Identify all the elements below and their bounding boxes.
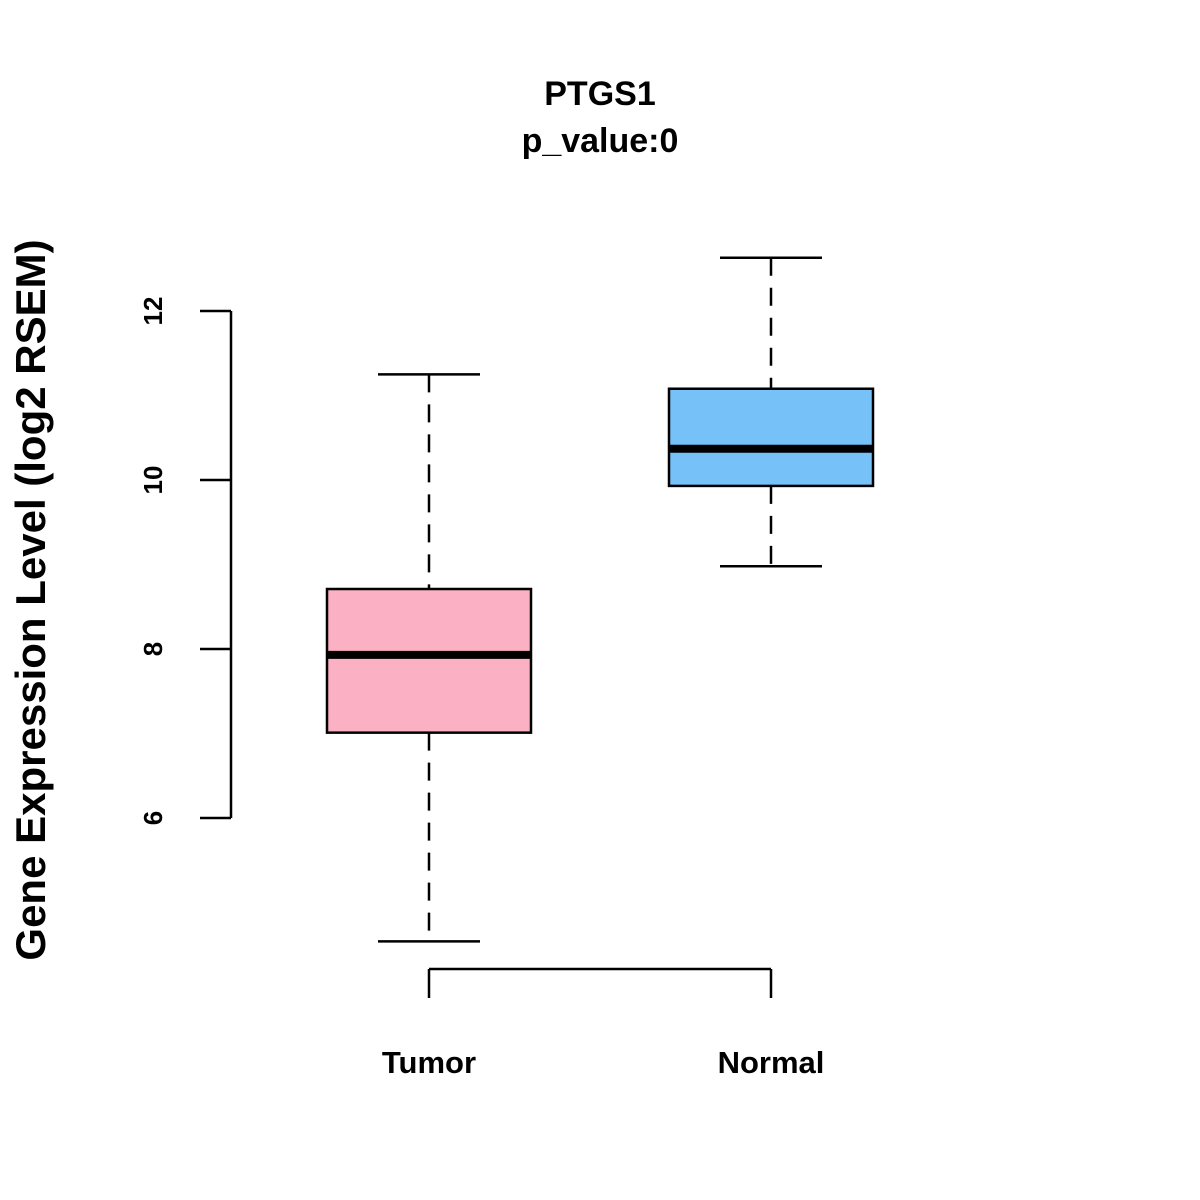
y-axis-label: Gene Expression Level (log2 RSEM) <box>7 239 54 960</box>
chart-subtitle: p_value:0 <box>522 122 679 160</box>
x-tick-label: Normal <box>718 1045 825 1080</box>
box-normal <box>667 256 875 568</box>
box-tumor <box>325 373 533 943</box>
y-tick-label: 6 <box>138 811 168 825</box>
y-tick-label: 10 <box>138 466 168 495</box>
x-tick-label: Tumor <box>382 1045 476 1080</box>
y-tick-label: 8 <box>138 642 168 656</box>
box-iqr <box>667 387 875 488</box>
box-iqr <box>325 587 533 734</box>
chart-title: PTGS1 <box>544 75 655 113</box>
y-tick-label: 12 <box>138 297 168 326</box>
